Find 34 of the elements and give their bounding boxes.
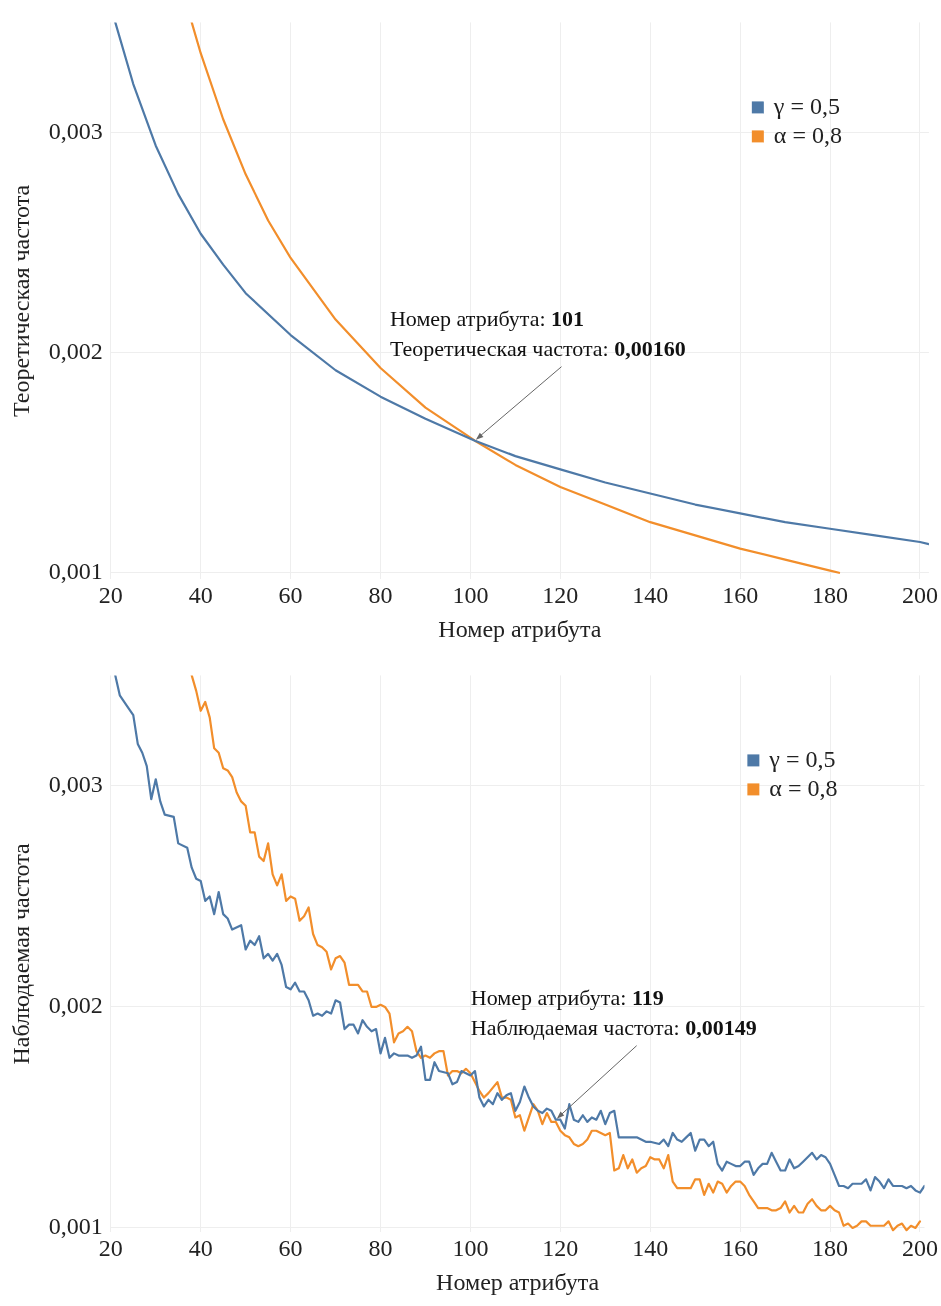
x-tick-label: 80 [368, 582, 393, 609]
x-tick-label: 40 [188, 582, 213, 609]
x-tick-label: 180 [812, 582, 849, 609]
y-tick-label: 0,001 [48, 558, 103, 585]
x-tick-label: 40 [188, 1235, 213, 1262]
y-tick-label: 0,002 [48, 337, 103, 364]
y-tick-label: 0,003 [48, 117, 103, 144]
x-tick-label: 200 [901, 582, 938, 609]
x-tick-label: 200 [901, 1235, 938, 1262]
x-tick-label: 80 [368, 1235, 393, 1262]
annotation: Номер атрибута: 119 Наблюдаемая частота: 0,00149 [470, 985, 757, 1041]
x-tick-label: 100 [452, 1235, 489, 1262]
x-tick-label: 60 [278, 1235, 303, 1262]
x-tick-label: 160 [722, 1235, 759, 1262]
annotation: Номер атрибута: 101 Теоретическая частота: 0,00160 [389, 306, 686, 362]
legend-label: γ = 0,5 [768, 745, 836, 772]
y-tick-label: 0,003 [48, 771, 103, 798]
legend-label: α = 0,8 [773, 121, 842, 148]
y-axis-title: Наблюдаемая частота [7, 842, 34, 1065]
x-axis-title: Номер атрибута [438, 615, 602, 642]
x-tick-label: 180 [812, 1235, 849, 1262]
x-tick-label: 120 [542, 582, 579, 609]
x-axis-title: Номер атрибута [436, 1268, 600, 1295]
x-tick-label: 20 [98, 582, 123, 609]
x-tick-label: 60 [278, 582, 303, 609]
x-tick-label: 120 [542, 1235, 579, 1262]
legend-label: α = 0,8 [769, 774, 838, 801]
y-tick-label: 0,002 [48, 992, 103, 1019]
x-tick-label: 160 [722, 582, 759, 609]
legend-label: γ = 0,5 [772, 92, 840, 119]
x-tick-label: 140 [632, 582, 669, 609]
x-tick-label: 140 [632, 1235, 669, 1262]
x-tick-label: 100 [452, 582, 489, 609]
y-axis-title: Теоретическая частота [7, 184, 34, 417]
